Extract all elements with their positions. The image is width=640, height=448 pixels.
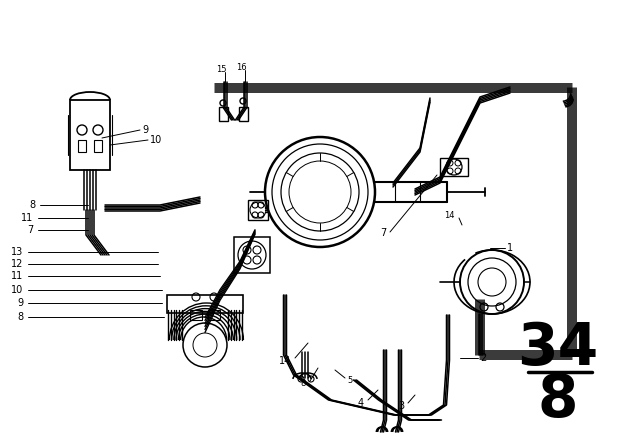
Text: 8: 8 bbox=[17, 312, 23, 322]
Text: 10: 10 bbox=[150, 135, 163, 145]
Text: 10: 10 bbox=[11, 285, 23, 295]
Text: 5: 5 bbox=[347, 375, 352, 384]
Text: 9: 9 bbox=[17, 298, 23, 308]
Text: 4: 4 bbox=[358, 398, 364, 408]
Text: 15: 15 bbox=[216, 65, 227, 73]
Text: 34: 34 bbox=[517, 319, 598, 376]
Text: 1: 1 bbox=[507, 243, 513, 253]
Bar bbox=[248, 200, 268, 220]
Text: 16: 16 bbox=[236, 63, 246, 72]
Text: 9: 9 bbox=[142, 125, 148, 135]
Text: 14: 14 bbox=[445, 211, 455, 220]
Bar bbox=[70, 100, 110, 170]
Text: 2: 2 bbox=[480, 353, 486, 363]
Bar bbox=[440, 158, 468, 176]
Bar bbox=[219, 107, 228, 121]
Text: 12: 12 bbox=[11, 259, 23, 269]
Text: 11: 11 bbox=[11, 271, 23, 281]
Text: 8: 8 bbox=[538, 371, 579, 428]
Text: 7: 7 bbox=[27, 225, 33, 235]
Text: 3: 3 bbox=[398, 401, 404, 411]
Bar bbox=[239, 107, 248, 121]
Bar bbox=[167, 295, 243, 313]
Bar bbox=[94, 140, 102, 152]
Text: 13: 13 bbox=[11, 247, 23, 257]
Text: 8: 8 bbox=[301, 379, 306, 388]
Bar bbox=[234, 237, 270, 273]
Bar bbox=[208, 310, 220, 320]
Text: 8: 8 bbox=[29, 200, 35, 210]
Text: 7: 7 bbox=[380, 228, 386, 238]
Bar bbox=[78, 140, 86, 152]
Text: 11: 11 bbox=[20, 213, 33, 223]
Text: 14: 14 bbox=[279, 356, 291, 366]
Bar bbox=[190, 310, 202, 320]
